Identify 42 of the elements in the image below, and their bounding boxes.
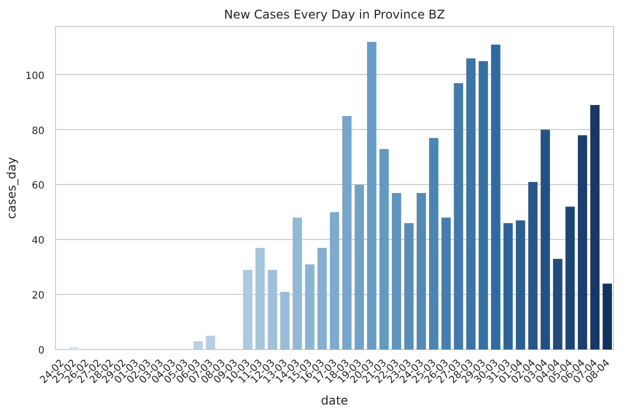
y-tick-label: 20 (32, 290, 45, 302)
bar (330, 212, 340, 350)
bar (416, 192, 426, 350)
y-tick-label: 60 (32, 180, 45, 192)
bar (491, 44, 500, 350)
bar (206, 336, 216, 350)
x-axis-title: date (320, 394, 348, 408)
bar (540, 130, 550, 350)
bar (590, 105, 600, 350)
bar (528, 182, 538, 350)
bar (553, 258, 562, 350)
bar (305, 264, 314, 350)
bar (69, 346, 79, 350)
y-tick-label: 0 (38, 346, 45, 356)
bar (354, 184, 364, 350)
bar (255, 248, 265, 350)
bar (243, 270, 252, 350)
bar (441, 218, 451, 350)
bar (292, 218, 302, 350)
bar (565, 206, 575, 350)
bar (280, 292, 290, 350)
bar (342, 116, 352, 350)
bar (268, 270, 278, 350)
bar (578, 135, 588, 350)
bar (317, 248, 327, 350)
bar (193, 341, 203, 350)
bar (503, 223, 513, 350)
bar (478, 61, 488, 350)
bar (379, 149, 389, 350)
y-tick-label: 40 (32, 236, 45, 247)
chart-title: New Cases Every Day in Province BZ (224, 8, 445, 22)
bar (454, 83, 464, 350)
bar (367, 42, 376, 350)
y-tick-label: 80 (32, 126, 45, 137)
bar (429, 138, 438, 350)
bar (392, 192, 402, 350)
bar (404, 223, 414, 350)
bar (466, 58, 476, 350)
bar (516, 220, 526, 350)
y-axis-title: cases_day (4, 157, 18, 219)
y-tick-label: 100 (25, 70, 45, 82)
bar (602, 284, 612, 350)
